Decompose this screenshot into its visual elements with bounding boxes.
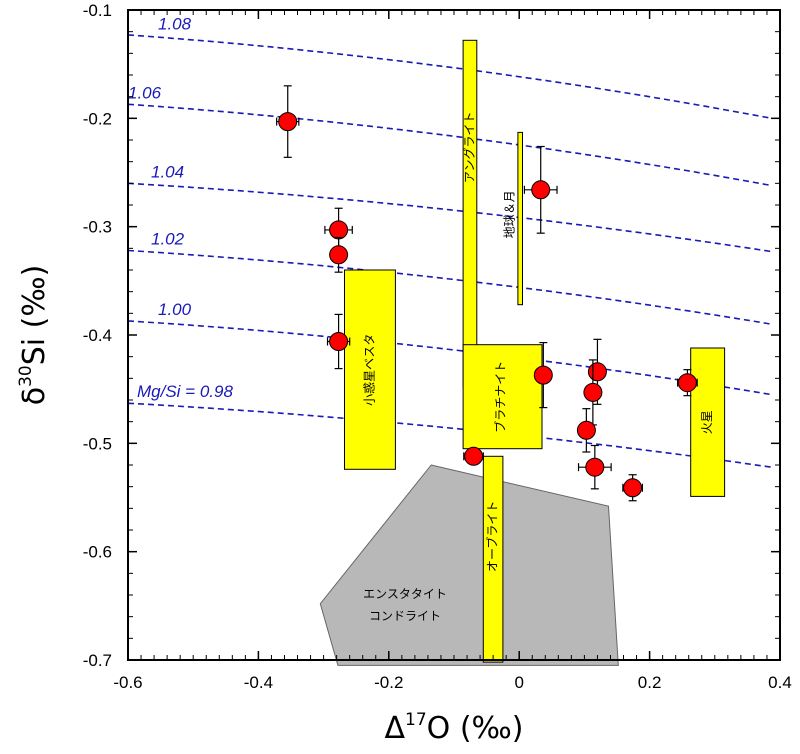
x-tick-label: 0.2 (638, 673, 662, 692)
data-marker (329, 332, 349, 351)
y-axis-title-base: δ (17, 387, 52, 405)
meteorite-regions: アングライト地球＆月小惑星ベスタ ブラチナイト火星オーブライト (344, 39, 726, 663)
data-marker (585, 457, 605, 477)
polygon-label-line2: コンドライト (369, 609, 441, 623)
region-label: 地球＆月 (502, 190, 516, 238)
data-marker (533, 365, 553, 385)
data-points (276, 85, 698, 502)
y-tick-label: -0.1 (83, 1, 112, 20)
ratio-curve (127, 182, 772, 253)
x-axis-title-base: Δ (385, 711, 406, 746)
ratio-curve-label: Mg/Si = 0.98 (137, 382, 233, 401)
region-rect (482, 455, 504, 663)
data-point (622, 474, 644, 502)
polygon-label-line1: エンスタタイト (363, 587, 447, 601)
y-tick-label: -0.4 (83, 326, 112, 345)
x-tick-label: -0.2 (374, 673, 403, 692)
data-marker (587, 362, 607, 382)
polygon-region-shape (319, 464, 619, 666)
ratio-curve-label: 1.08 (158, 14, 192, 33)
region-label: 小惑星ベスタ (362, 334, 376, 406)
ratio-curve (127, 320, 772, 396)
y-tick-label: -0.6 (83, 543, 112, 562)
data-point (329, 236, 349, 273)
ratio-curve (127, 103, 772, 187)
data-marker (623, 478, 643, 498)
y-axis-title-sup: 30 (16, 365, 36, 387)
region-label: オーブライト (485, 501, 500, 572)
y-axis-title-rest: Si (‰) (17, 265, 52, 366)
data-marker (583, 382, 603, 402)
ratio-curve-label: 1.00 (158, 300, 192, 319)
data-point (523, 145, 558, 234)
axes: -0.6 -0.4 -0.2 0 0.2 0.4 -0.1 -0.2 -0.3 -0.4 -0.5 -… (83, 1, 792, 692)
data-point (577, 444, 612, 490)
data-point (276, 85, 300, 158)
y-tick-label: -0.5 (83, 434, 112, 453)
data-point (576, 408, 596, 453)
data-point (677, 369, 698, 397)
y-axis-title: δ30Si (‰) (16, 265, 52, 406)
x-tick-label: 0.4 (768, 673, 792, 692)
region-label: アングライト (463, 112, 477, 184)
ratio-curve (127, 249, 772, 325)
data-marker (531, 180, 551, 200)
y-tick-label: -0.2 (83, 109, 112, 128)
data-point (326, 313, 351, 370)
x-axis-title: Δ17O (‰) (385, 710, 524, 746)
region-rect (517, 131, 524, 306)
data-marker (278, 112, 298, 132)
region-rect (690, 347, 726, 497)
data-marker (329, 220, 349, 240)
y-tick-label: -0.3 (83, 218, 112, 237)
region-label: ブラチナイト (493, 361, 508, 433)
region-rect (462, 344, 543, 450)
x-axis-title-rest: O (‰) (427, 711, 524, 746)
ratio-curve-label: 1.02 (151, 230, 185, 249)
x-tick-label: 0 (514, 673, 523, 692)
x-tick-label: -0.4 (244, 673, 273, 692)
region-label: 火星 (700, 410, 714, 434)
data-marker (464, 446, 484, 466)
data-marker (576, 420, 596, 440)
y-tick-label: -0.7 (83, 651, 112, 670)
data-point (533, 341, 553, 409)
ratio-curve (127, 402, 772, 468)
data-marker (329, 245, 349, 265)
ratio-curve-label: 1.04 (151, 162, 184, 181)
data-marker (677, 373, 697, 393)
region-rect (344, 269, 396, 470)
region-rect (462, 39, 478, 388)
x-tick-label: -0.6 (113, 673, 142, 692)
x-axis-title-sup: 17 (405, 710, 427, 730)
ratio-curve-label: 1.06 (128, 84, 162, 103)
mg-si-ratio-curves: 1.08 1.06 1.04 1.02 1.00 Mg/Si = 0.98 (127, 14, 772, 468)
data-point (463, 446, 484, 466)
ratio-curve (127, 34, 772, 120)
